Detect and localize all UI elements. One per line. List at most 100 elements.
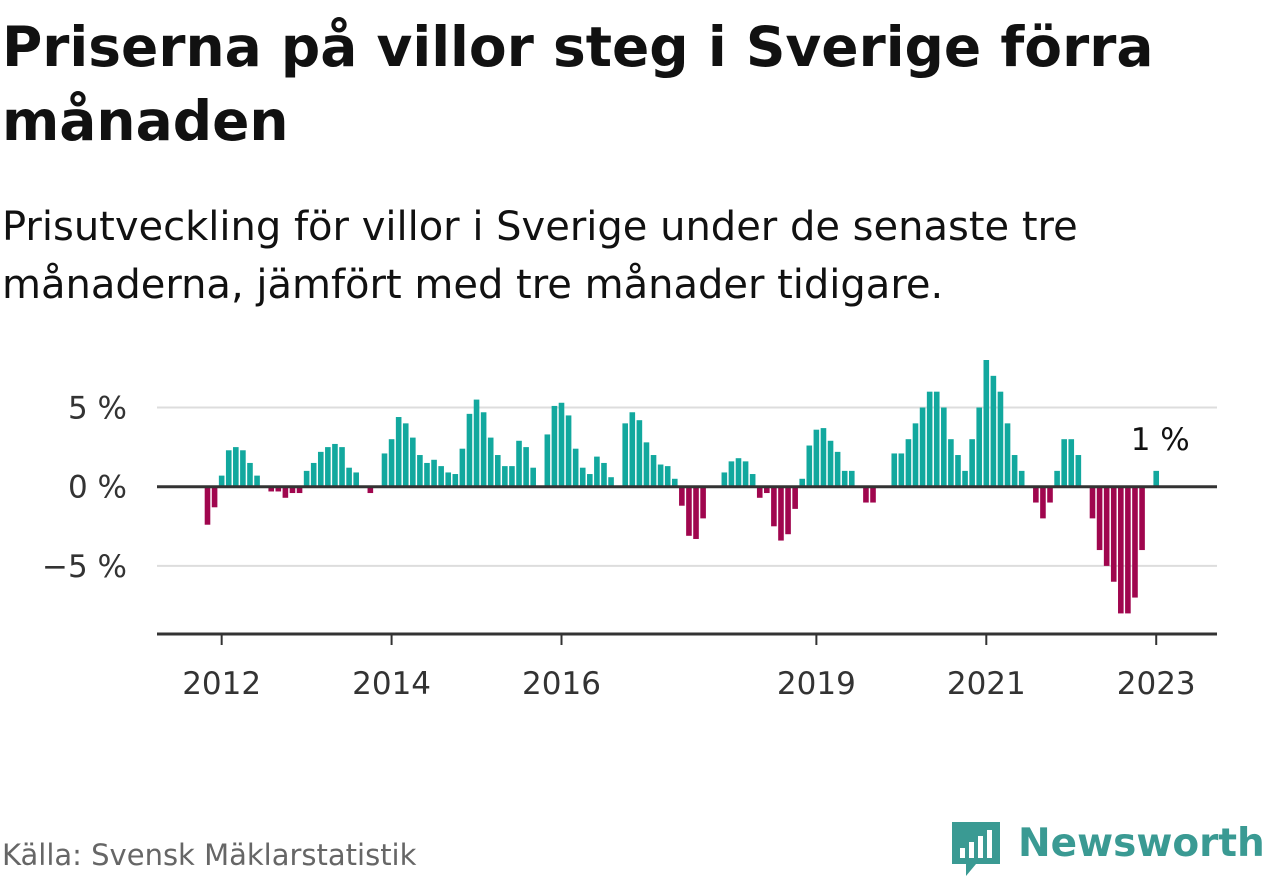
- bar: [771, 486, 777, 527]
- bar: [792, 486, 798, 509]
- bar: [848, 470, 855, 487]
- bar: [417, 455, 423, 487]
- bar: [296, 486, 303, 494]
- bar: [551, 405, 558, 487]
- bar: [410, 437, 416, 487]
- bar: [813, 429, 820, 487]
- bar: [502, 466, 508, 487]
- bar: [218, 475, 225, 487]
- bar: [990, 375, 997, 487]
- bar: [933, 391, 940, 487]
- bar: [388, 439, 395, 487]
- chart-subtitle: Prisutveckling för villor i Sverige unde…: [2, 204, 1078, 308]
- bar: [926, 391, 933, 487]
- bar: [1011, 455, 1018, 487]
- bar: [679, 486, 685, 506]
- bar: [487, 437, 494, 487]
- bar: [289, 486, 296, 494]
- bar: [494, 455, 501, 487]
- bar: [764, 486, 770, 494]
- bar: [742, 461, 749, 487]
- bar: [1054, 470, 1060, 487]
- bar: [225, 450, 232, 487]
- bar: [572, 448, 579, 487]
- bar: [509, 466, 515, 487]
- x-tick-label: 2014: [352, 666, 431, 702]
- bar: [587, 474, 593, 487]
- bar: [1139, 486, 1145, 551]
- bar: [799, 478, 806, 487]
- bar: [1040, 486, 1046, 519]
- bars: [204, 360, 1160, 614]
- bar: [749, 474, 756, 487]
- bar: [346, 467, 352, 487]
- bar: [622, 423, 629, 487]
- bar: [834, 451, 841, 487]
- bar: [905, 439, 912, 487]
- y-tick-label: −5 %: [42, 549, 127, 585]
- bar: [700, 486, 706, 519]
- bar: [721, 472, 728, 487]
- bar: [275, 486, 282, 492]
- bar: [643, 442, 650, 487]
- bar: [955, 455, 961, 487]
- bar: [608, 477, 614, 487]
- bar: [941, 407, 947, 487]
- bar: [962, 470, 968, 487]
- bar: [594, 456, 600, 487]
- bar: [863, 486, 869, 503]
- bar: [1153, 470, 1160, 487]
- chart-title: Priserna på villor steg i Sverige förra …: [2, 15, 1154, 153]
- bar: [339, 447, 345, 487]
- bar: [445, 472, 452, 487]
- bar: [820, 428, 827, 487]
- bar: [452, 474, 459, 487]
- bar: [1089, 486, 1096, 519]
- bar: [728, 461, 735, 487]
- bar: [367, 486, 374, 494]
- bar: [516, 440, 522, 487]
- bar: [211, 486, 218, 508]
- bar: [686, 486, 692, 536]
- bar: [912, 423, 919, 487]
- bar: [1103, 486, 1110, 566]
- bar: [268, 486, 275, 492]
- bar: [778, 486, 784, 541]
- bar: [919, 407, 926, 487]
- bar: [480, 412, 487, 487]
- bar: [1125, 486, 1131, 614]
- bar: [473, 399, 480, 487]
- bar: [317, 451, 324, 487]
- bar: [629, 412, 636, 487]
- bar: [1096, 486, 1103, 551]
- bar: [438, 466, 444, 487]
- x-tick-label: 2016: [522, 666, 601, 702]
- bar: [459, 448, 466, 487]
- bar: [381, 453, 388, 487]
- bar: [332, 443, 338, 487]
- bar: [565, 415, 572, 487]
- bar: [1068, 439, 1075, 487]
- bar: [948, 439, 954, 487]
- bar: [601, 462, 607, 487]
- bar: [310, 462, 317, 487]
- bar: [806, 445, 813, 487]
- bar: [353, 472, 359, 487]
- bar: [657, 464, 664, 487]
- bar: [969, 439, 975, 487]
- bar: [431, 459, 437, 487]
- bar: [1061, 439, 1067, 487]
- bar: [282, 486, 289, 498]
- tick-labels: 5 % 0 % −5 % 2012 2014 2016 2019 2021 2023 1 %: [42, 391, 1196, 702]
- x-tick-label: 2012: [182, 666, 261, 702]
- bar: [827, 440, 834, 487]
- bar: [395, 417, 402, 487]
- bar: [247, 462, 253, 487]
- bar: [898, 453, 905, 487]
- bar: [1018, 470, 1025, 487]
- bar: [1075, 455, 1082, 487]
- bar: [735, 458, 742, 487]
- bar: [579, 467, 586, 487]
- x-tick-label: 2021: [947, 666, 1026, 702]
- bar: [1004, 423, 1011, 487]
